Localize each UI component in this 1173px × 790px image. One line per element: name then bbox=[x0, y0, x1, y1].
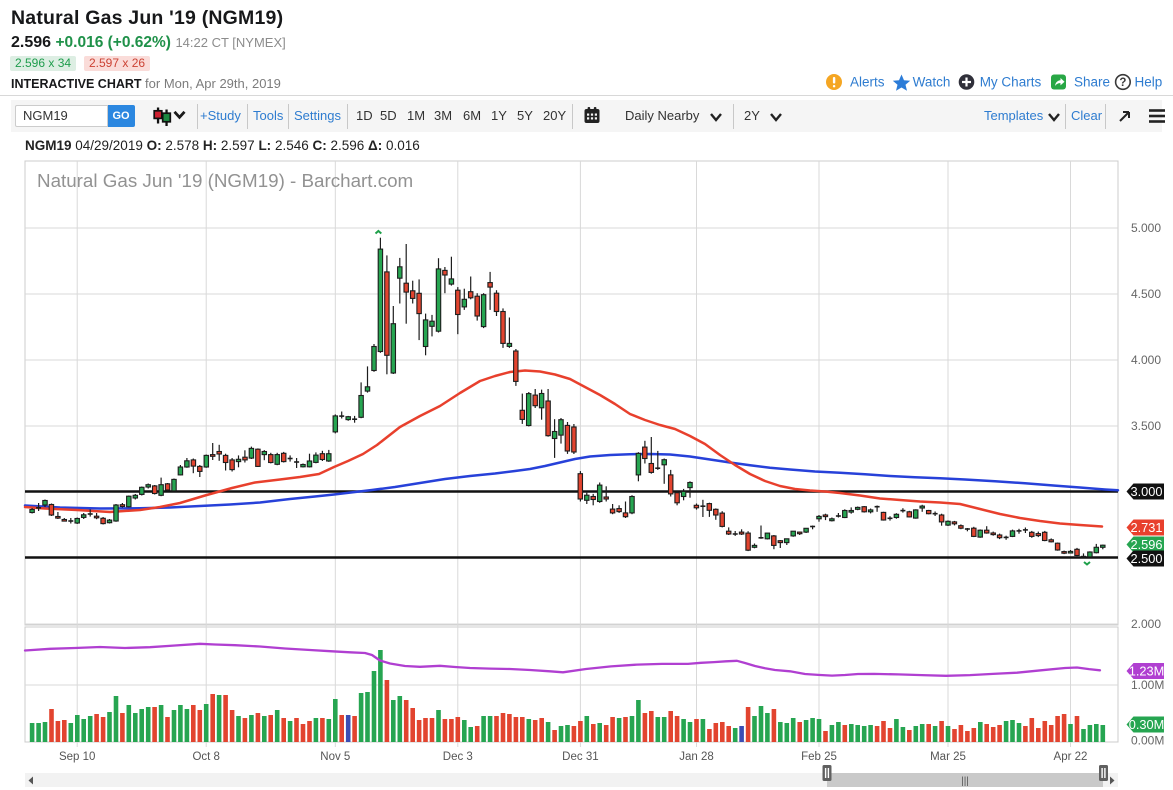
svg-text:2.731: 2.731 bbox=[1130, 520, 1162, 535]
svg-text:|||: ||| bbox=[961, 776, 969, 787]
svg-text:0.30M: 0.30M bbox=[1129, 717, 1165, 732]
svg-text:Sep 10: Sep 10 bbox=[59, 751, 95, 763]
svg-text:Share: Share bbox=[1074, 74, 1110, 89]
svg-text:Jan 28: Jan 28 bbox=[679, 751, 714, 763]
svg-text:Dec 31: Dec 31 bbox=[562, 751, 598, 763]
svg-text:Mar 25: Mar 25 bbox=[930, 751, 966, 763]
svg-text:Feb 25: Feb 25 bbox=[801, 751, 837, 763]
svg-text:Dec 3: Dec 3 bbox=[443, 751, 473, 763]
svg-text:3.500: 3.500 bbox=[1131, 419, 1161, 433]
svg-text:2.500: 2.500 bbox=[1130, 551, 1162, 566]
svg-text:3.000: 3.000 bbox=[1130, 484, 1162, 499]
svg-text:Oct 8: Oct 8 bbox=[192, 751, 219, 763]
svg-text:Watch: Watch bbox=[913, 74, 951, 89]
svg-text:Natural Gas Jun '19 (NGM19) -: Natural Gas Jun '19 (NGM19) - Barchart.c… bbox=[37, 170, 413, 191]
svg-text:My Charts: My Charts bbox=[980, 74, 1042, 89]
svg-text:2.000: 2.000 bbox=[1131, 617, 1161, 631]
svg-text:Help: Help bbox=[1135, 74, 1163, 89]
svg-text:0.00M: 0.00M bbox=[1131, 734, 1164, 748]
svg-text:Alerts: Alerts bbox=[850, 74, 885, 89]
svg-text:2.596: 2.596 bbox=[1130, 537, 1162, 552]
svg-text:?: ? bbox=[1119, 77, 1126, 89]
svg-text:Nov 5: Nov 5 bbox=[320, 751, 350, 763]
svg-text:4.500: 4.500 bbox=[1131, 287, 1161, 301]
svg-text:Apr 22: Apr 22 bbox=[1054, 751, 1088, 763]
svg-text:4.000: 4.000 bbox=[1131, 353, 1161, 367]
svg-text:5.000: 5.000 bbox=[1131, 221, 1161, 235]
svg-text:1.23M: 1.23M bbox=[1129, 664, 1165, 679]
svg-text:1.00M: 1.00M bbox=[1131, 678, 1164, 692]
